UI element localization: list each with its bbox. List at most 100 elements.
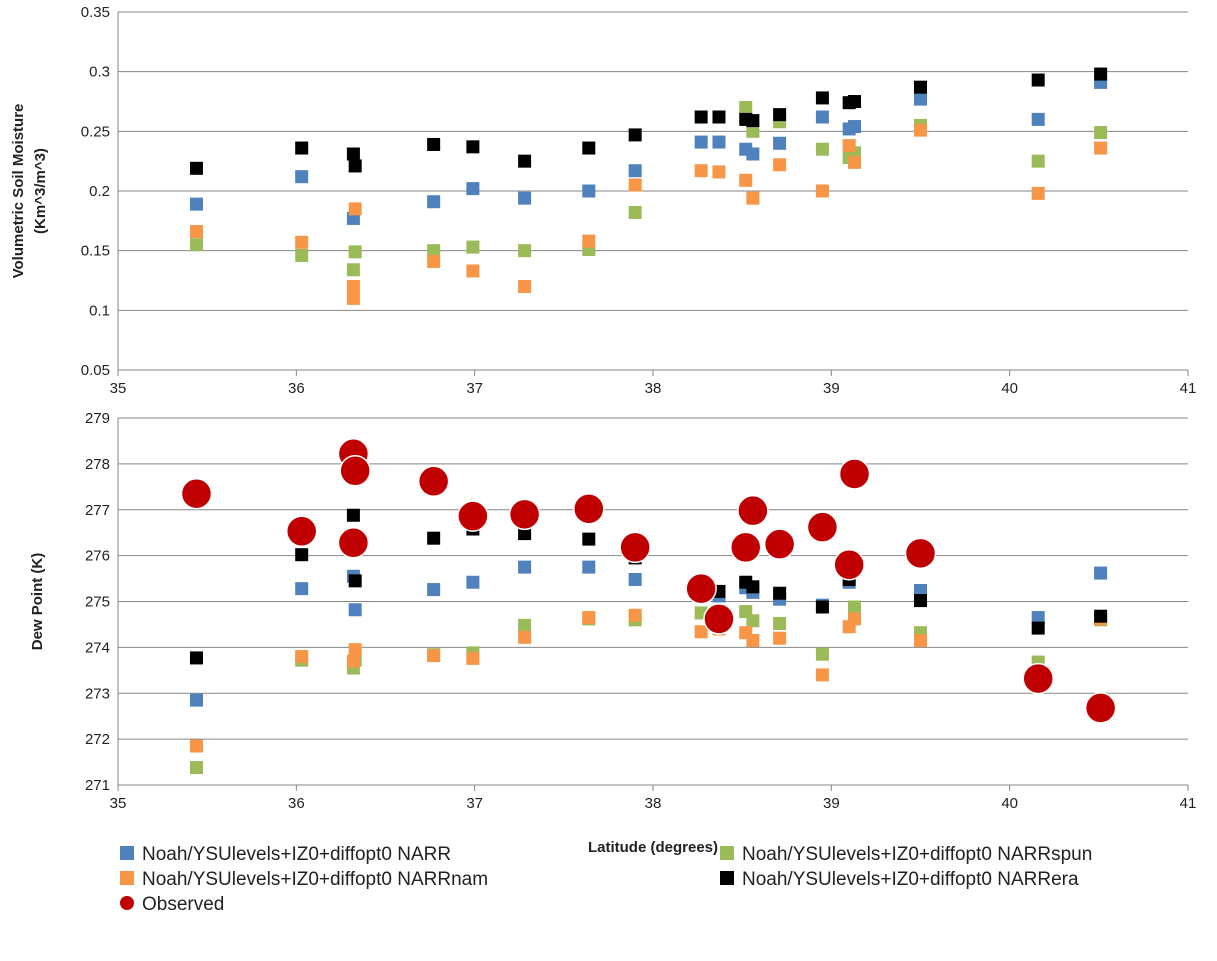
data-point	[746, 147, 760, 161]
y-tick-label: 275	[85, 594, 110, 611]
y-tick-label: 0.3	[89, 64, 110, 81]
data-point	[189, 651, 203, 665]
data-point	[904, 537, 937, 570]
data-point	[573, 493, 605, 525]
x-tick-label: 37	[466, 380, 483, 397]
data-point	[189, 739, 203, 753]
series-2	[189, 608, 1108, 753]
data-point	[773, 108, 787, 122]
y-tick-label: 0.35	[81, 4, 110, 21]
data-point	[1031, 112, 1045, 126]
dew-point-panel: 271 272 273 274 275 276 277 278 279 35 36 37 38 39 40 4…	[29, 410, 1196, 856]
data-point	[1031, 73, 1045, 87]
data-point	[685, 572, 717, 605]
data-point	[1094, 566, 1108, 580]
data-point	[339, 455, 371, 487]
y-tick-label: 272	[85, 731, 110, 748]
data-point	[746, 633, 760, 647]
data-point	[189, 238, 203, 252]
data-point	[1031, 154, 1045, 168]
y-tick-label: 276	[85, 548, 110, 565]
y-tick-label: 278	[85, 456, 110, 473]
data-point	[417, 465, 450, 498]
data-point	[815, 600, 829, 614]
data-point	[628, 128, 642, 142]
data-point	[518, 244, 532, 258]
data-point	[773, 617, 787, 631]
y-tick-label: 0.15	[81, 243, 110, 260]
data-point	[773, 586, 787, 600]
data-point	[1094, 141, 1108, 155]
data-point	[348, 574, 362, 588]
data-point	[466, 264, 480, 278]
data-point	[763, 528, 796, 560]
data-point	[848, 612, 862, 626]
data-point	[189, 197, 203, 211]
data-point	[582, 560, 596, 574]
y-axis-title-line2: (Km^3/m^3)	[32, 148, 49, 234]
data-point	[348, 159, 362, 173]
legend-label: Noah/YSUlevels+IZ0+diffopt0 NARRera	[742, 869, 1079, 890]
y-axis-title-line1: Volumetric Soil Moisture	[10, 104, 27, 279]
x-tick-label: 37	[466, 795, 483, 812]
data-point	[746, 114, 760, 128]
series-0	[189, 75, 1108, 225]
data-point	[518, 560, 532, 574]
data-point	[189, 225, 203, 239]
data-point	[746, 191, 760, 205]
data-point	[295, 141, 309, 155]
data-point	[457, 500, 489, 532]
data-point	[746, 580, 760, 594]
data-point	[189, 693, 203, 707]
soil-moisture-panel: 0.05 0.1 0.15 0.2 0.25 0.3 0.35 35 36 37 38 39 40 41 V…	[10, 4, 1196, 397]
data-point	[295, 170, 309, 184]
x-tick-label: 40	[1001, 380, 1018, 397]
data-point	[694, 164, 708, 178]
legend-marker	[720, 871, 734, 885]
data-point	[694, 625, 708, 639]
legend-label: Noah/YSUlevels+IZ0+diffopt0 NARRspun	[742, 844, 1092, 865]
x-tick-label: 38	[645, 380, 662, 397]
data-point	[582, 532, 596, 546]
series-3	[189, 508, 1108, 665]
data-point	[346, 263, 360, 277]
data-point	[518, 527, 532, 541]
legend-label: Noah/YSUlevels+IZ0+diffopt0 NARRnam	[142, 869, 488, 890]
data-point	[1084, 692, 1117, 724]
data-point	[295, 548, 309, 562]
data-point	[189, 761, 203, 775]
data-point	[466, 651, 480, 665]
data-point	[838, 458, 871, 490]
data-point	[739, 173, 753, 187]
y-tick-label: 0.25	[81, 123, 110, 140]
data-point	[295, 582, 309, 596]
data-point	[346, 291, 360, 305]
data-point	[346, 508, 360, 522]
x-tick-label: 41	[1180, 380, 1197, 397]
data-point	[180, 477, 213, 510]
legend-marker	[120, 871, 134, 885]
data-point	[518, 279, 532, 293]
data-point	[773, 136, 787, 150]
series-3	[189, 67, 1108, 175]
data-point	[848, 120, 862, 134]
data-point	[518, 630, 532, 644]
x-tick-label: 41	[1180, 795, 1197, 812]
data-point	[348, 202, 362, 216]
data-point	[427, 137, 441, 151]
x-tick-label: 40	[1001, 795, 1018, 812]
data-point	[712, 165, 726, 179]
legend-marker	[720, 846, 734, 860]
data-point	[346, 654, 360, 668]
data-point	[628, 572, 642, 586]
data-point	[518, 154, 532, 168]
data-point	[1094, 126, 1108, 140]
data-point	[628, 178, 642, 192]
data-point	[694, 110, 708, 124]
data-point	[746, 124, 760, 138]
data-point	[348, 245, 362, 259]
data-point	[295, 235, 309, 249]
data-point	[773, 158, 787, 172]
data-point	[427, 195, 441, 209]
